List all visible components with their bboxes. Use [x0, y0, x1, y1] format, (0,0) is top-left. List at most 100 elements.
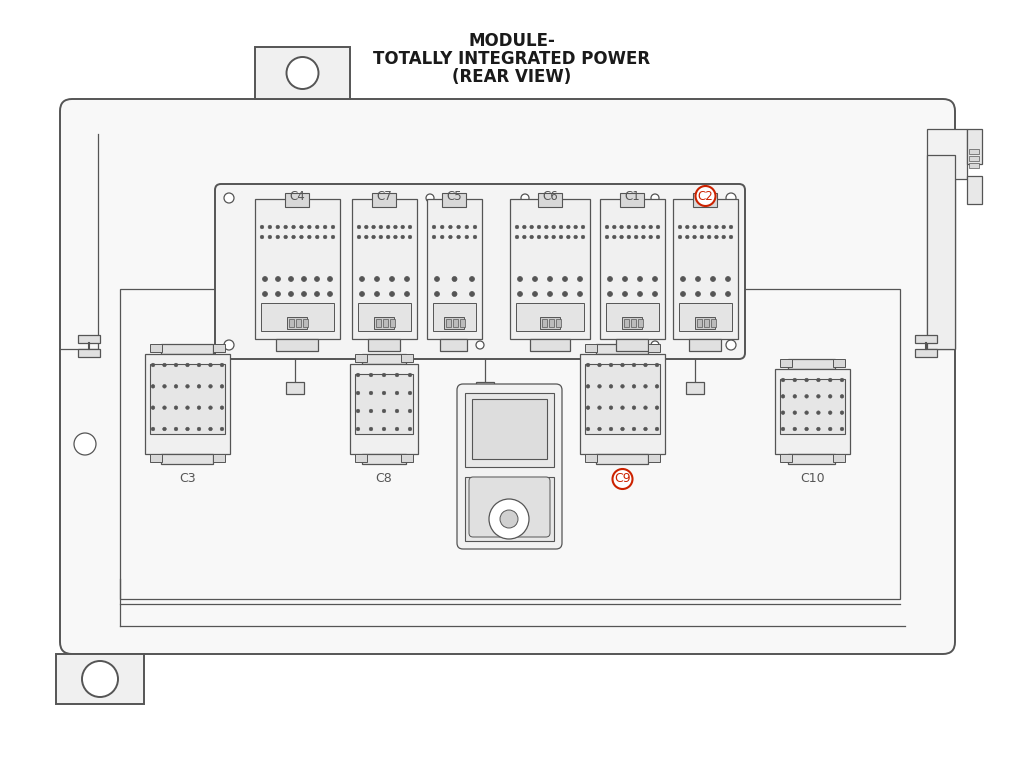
Circle shape	[301, 194, 309, 202]
Circle shape	[382, 427, 386, 431]
Bar	[476, 382, 494, 394]
Circle shape	[598, 364, 601, 367]
Circle shape	[174, 364, 178, 367]
Circle shape	[522, 225, 526, 228]
Circle shape	[500, 510, 518, 528]
Circle shape	[209, 385, 212, 388]
Circle shape	[174, 406, 178, 409]
Circle shape	[359, 291, 365, 297]
Circle shape	[729, 225, 733, 228]
Bar	[695, 317, 715, 329]
Circle shape	[389, 291, 394, 297]
Bar	[444, 317, 464, 329]
Circle shape	[649, 225, 652, 228]
Circle shape	[828, 378, 831, 382]
Bar	[693, 193, 717, 207]
Bar	[150, 344, 162, 352]
Circle shape	[357, 235, 360, 239]
Circle shape	[434, 291, 439, 297]
Circle shape	[198, 406, 201, 409]
Circle shape	[457, 235, 461, 239]
Text: MODULE-: MODULE-	[469, 32, 555, 50]
Circle shape	[301, 291, 306, 297]
Circle shape	[816, 411, 820, 414]
Circle shape	[828, 411, 831, 414]
Circle shape	[375, 276, 380, 282]
Circle shape	[452, 291, 457, 297]
Circle shape	[275, 276, 281, 282]
Circle shape	[314, 291, 319, 297]
Circle shape	[382, 373, 386, 376]
Bar	[967, 129, 982, 164]
Circle shape	[426, 194, 434, 202]
Bar	[585, 454, 597, 462]
Circle shape	[711, 291, 716, 297]
Circle shape	[382, 391, 386, 395]
Circle shape	[695, 291, 700, 297]
Circle shape	[621, 427, 625, 431]
Circle shape	[284, 235, 288, 239]
Circle shape	[632, 385, 636, 388]
Bar	[969, 163, 979, 168]
Bar	[780, 454, 792, 462]
Circle shape	[395, 391, 398, 395]
Bar	[261, 303, 334, 331]
Circle shape	[515, 235, 519, 239]
Circle shape	[681, 291, 685, 297]
Circle shape	[582, 225, 585, 228]
Circle shape	[632, 406, 636, 409]
Circle shape	[621, 406, 625, 409]
Bar	[969, 156, 979, 161]
Circle shape	[562, 276, 567, 282]
Circle shape	[578, 291, 583, 297]
Polygon shape	[927, 129, 967, 348]
Circle shape	[370, 427, 373, 431]
Circle shape	[307, 235, 311, 239]
Circle shape	[529, 225, 534, 228]
Circle shape	[174, 385, 178, 388]
Bar	[350, 364, 418, 454]
Text: C5: C5	[446, 190, 462, 203]
Circle shape	[324, 235, 327, 239]
Bar	[150, 364, 225, 434]
Circle shape	[548, 291, 553, 297]
Circle shape	[220, 385, 224, 388]
Circle shape	[627, 235, 631, 239]
Bar	[775, 369, 850, 454]
Circle shape	[586, 364, 590, 367]
Circle shape	[382, 409, 386, 413]
Bar	[374, 317, 394, 329]
Circle shape	[449, 225, 453, 228]
Circle shape	[781, 378, 784, 382]
Circle shape	[307, 225, 311, 228]
Circle shape	[841, 411, 844, 414]
Bar	[697, 319, 702, 327]
Bar	[286, 382, 304, 394]
Circle shape	[432, 235, 436, 239]
Circle shape	[634, 235, 638, 239]
Circle shape	[517, 276, 522, 282]
Circle shape	[607, 291, 612, 297]
Circle shape	[198, 364, 201, 367]
Circle shape	[781, 395, 784, 398]
Circle shape	[465, 225, 469, 228]
Circle shape	[552, 225, 555, 228]
Circle shape	[489, 499, 529, 539]
Circle shape	[781, 427, 784, 431]
Circle shape	[612, 469, 633, 489]
FancyBboxPatch shape	[60, 99, 955, 654]
Circle shape	[828, 427, 831, 431]
Bar	[596, 344, 648, 354]
Circle shape	[793, 427, 797, 431]
Circle shape	[642, 235, 645, 239]
Circle shape	[651, 341, 659, 349]
Bar	[472, 399, 547, 459]
Bar	[648, 454, 660, 462]
Circle shape	[532, 291, 538, 297]
Circle shape	[356, 409, 359, 413]
Bar	[969, 149, 979, 154]
Circle shape	[395, 409, 398, 413]
Circle shape	[598, 385, 601, 388]
Bar	[679, 303, 732, 331]
Bar	[542, 319, 547, 327]
